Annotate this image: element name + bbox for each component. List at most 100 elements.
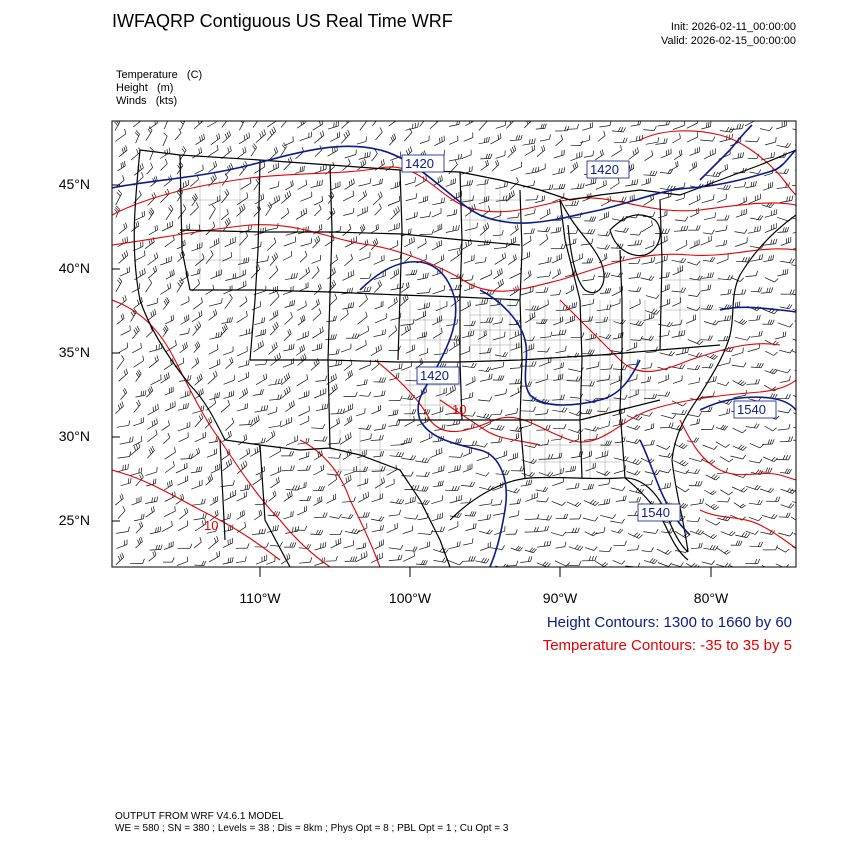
wind-barb-flag: [210, 474, 214, 480]
wind-barb: [238, 137, 250, 145]
wind-barb-flag: [410, 455, 414, 460]
wind-barb: [645, 295, 657, 299]
wind-barb-flag: [148, 211, 152, 216]
wind-barb-flag: [261, 438, 264, 443]
wind-barb: [160, 193, 170, 204]
wind-barb-flag: [497, 375, 501, 381]
wind-barb: [535, 200, 545, 203]
wind-barb: [553, 321, 563, 326]
wind-barb-flag: [138, 442, 141, 448]
wind-barb: [657, 394, 668, 397]
wind-barb-flag: [530, 556, 533, 562]
wind-barb: [657, 562, 669, 567]
wind-barb: [236, 350, 248, 357]
wind-barb-flag: [367, 325, 369, 331]
wind-barb-flag: [437, 177, 439, 183]
wind-barb-flag: [220, 331, 222, 337]
wind-barb-flag: [725, 225, 728, 231]
wind-barb-flag: [616, 243, 619, 249]
wind-barb: [645, 351, 657, 354]
wind-barb-flag: [410, 228, 412, 234]
wind-barb-flag: [756, 362, 760, 368]
wind-barb: [779, 440, 792, 443]
wind-barb-flag: [725, 381, 730, 386]
wind-barb: [510, 166, 522, 172]
wind-barb: [283, 515, 293, 520]
wind-barb-flag: [275, 146, 279, 152]
wind-barb-flag: [271, 128, 275, 134]
wind-barb-flag: [715, 320, 719, 326]
wind-barb-flag: [788, 196, 791, 202]
wind-barb-flag: [197, 279, 201, 284]
wind-barb: [405, 197, 417, 201]
wind-barb: [222, 256, 232, 262]
wind-barb-flag: [456, 121, 458, 125]
wind-barb-flag: [657, 137, 660, 143]
wind-barb-flag: [683, 445, 688, 449]
wind-barb: [312, 123, 323, 131]
wind-barb-flag: [381, 434, 384, 440]
wind-barb-flag: [123, 252, 127, 258]
wind-barb-flag: [318, 225, 321, 231]
wind-barb: [164, 391, 174, 396]
wind-barb-flag: [513, 488, 518, 493]
wind-barb-flag: [560, 362, 562, 368]
wind-barb: [671, 290, 684, 293]
wind-barb-flag: [582, 332, 585, 338]
wind-barb: [570, 187, 583, 190]
wind-barb-flag: [125, 368, 128, 374]
wind-barb-flag: [272, 491, 275, 497]
wind-barb: [507, 457, 518, 461]
wind-barb-flag: [791, 195, 794, 201]
wind-barb-flag: [124, 237, 126, 243]
wind-barb-flag: [150, 162, 154, 168]
wind-barb: [780, 504, 791, 509]
wind-barb-flag: [290, 465, 293, 471]
wind-barb-flag: [280, 378, 283, 384]
wind-barb-flag: [665, 138, 668, 144]
wind-barb: [643, 560, 655, 565]
wind-barb-flag: [300, 317, 303, 323]
wind-barb-flag: [650, 547, 654, 552]
wind-barb-flag: [277, 378, 280, 384]
wind-barb: [510, 547, 520, 552]
wind-barb: [400, 323, 414, 326]
wind-barb-flag: [337, 348, 340, 354]
wind-barb-flag: [362, 191, 366, 197]
wind-barb-flag: [150, 326, 153, 332]
wind-barb: [610, 302, 621, 307]
wind-barb: [221, 121, 228, 128]
wind-barb: [595, 184, 607, 190]
wind-barb-flag: [540, 123, 543, 129]
wind-barb-flag: [198, 390, 201, 396]
wind-barb: [208, 363, 221, 370]
wind-barb-flag: [563, 513, 566, 519]
wind-barb-flag: [800, 533, 804, 536]
wind-barb-flag: [409, 250, 412, 256]
wind-barb-flag: [630, 164, 633, 170]
wind-barb-flag: [661, 228, 665, 234]
wind-barb: [208, 540, 219, 550]
wind-barb-flag: [798, 499, 801, 503]
wind-barb: [280, 377, 290, 386]
wind-barb-flag: [263, 374, 265, 380]
wind-barb-flag: [696, 418, 699, 424]
wind-barb-flag: [172, 461, 175, 467]
wind-barb: [718, 412, 730, 417]
wind-barb-flag: [421, 486, 425, 492]
wind-barb: [729, 565, 735, 567]
wind-barb-flag: [303, 314, 306, 320]
wind-barb-flag: [623, 436, 626, 442]
wind-barb-flag: [318, 204, 322, 210]
wind-barb: [598, 335, 609, 340]
wind-barb-flag: [710, 490, 715, 494]
wind-barb: [564, 204, 577, 207]
wind-barb-flag: [152, 267, 156, 273]
wind-barb-flag: [773, 514, 778, 520]
wind-barb: [178, 525, 188, 531]
wind-barb-flag: [632, 458, 637, 464]
state-line: [619, 249, 626, 479]
wind-barb-flag: [653, 256, 655, 262]
wind-barb-flag: [305, 465, 309, 471]
wind-barb-flag: [769, 319, 773, 325]
